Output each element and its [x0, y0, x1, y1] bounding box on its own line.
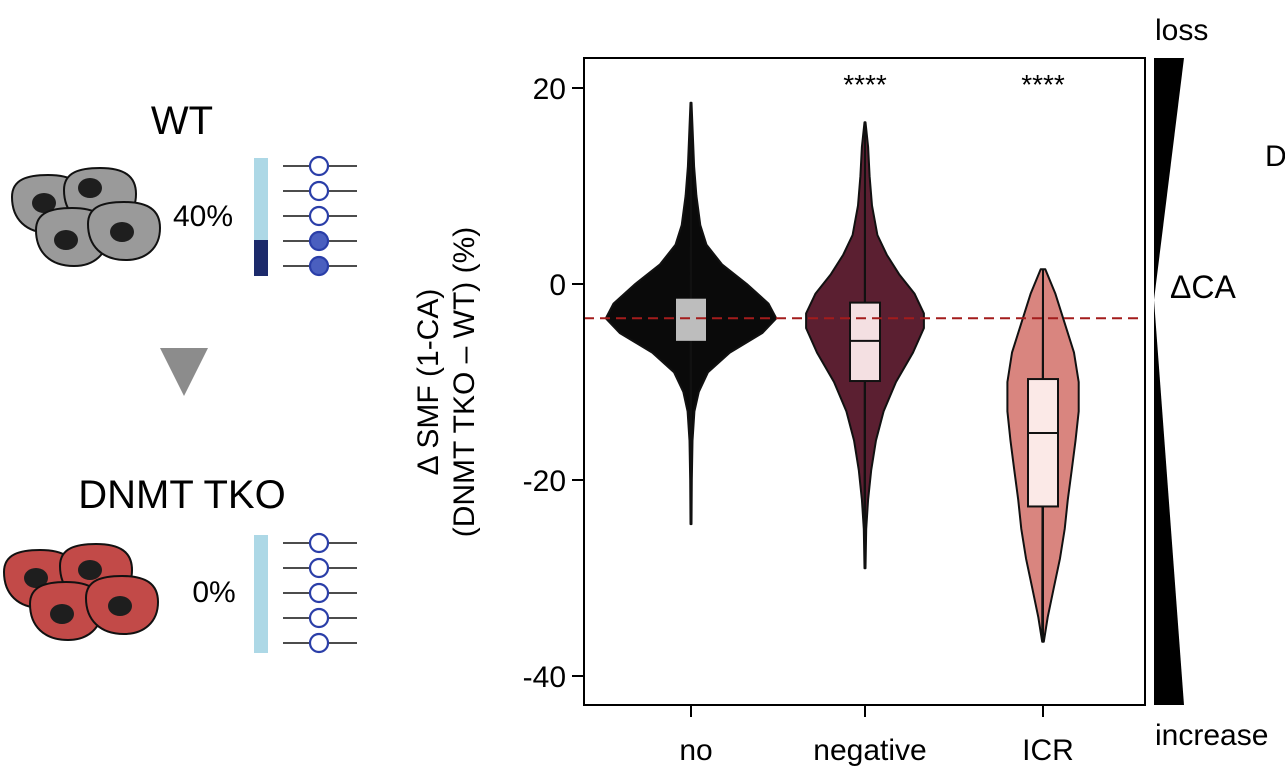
plot-frame: [583, 57, 1146, 706]
violin-negative: [805, 121, 925, 570]
tko-cpg-lollipop: [283, 557, 357, 579]
change-gradient-annotation: loss ΔCA D increase: [1154, 14, 1285, 752]
significance-stars: ****: [843, 69, 887, 100]
tko-cell: [29, 581, 103, 641]
iqr-box: [676, 298, 706, 341]
y-tick-label: -40: [523, 661, 566, 694]
y-tick-label: 0: [549, 269, 566, 302]
cut-off-letter: D: [1265, 140, 1285, 173]
significance-marks: **** ****: [843, 69, 1065, 100]
increase-label: increase: [1155, 719, 1268, 752]
wt-cpg-lollipop: [283, 180, 357, 202]
wt-cpg-lollipop: [283, 230, 357, 252]
x-axis-ticks: no negative ICR: [679, 705, 1074, 767]
loss-wedge: [1154, 58, 1184, 300]
tko-bar-unmethylated: [254, 535, 268, 653]
tko-label: DNMT TKO: [78, 473, 285, 517]
iqr-box: [1027, 378, 1059, 508]
violin-no: [604, 101, 778, 526]
wt-cpg-lollipop: [283, 255, 357, 277]
tko-percent: 0%: [192, 576, 235, 609]
delta-ca-label: ΔCA: [1170, 269, 1236, 305]
tko-cell: [85, 575, 159, 635]
violin-chart: Δ SMF (1-CA) (DNMT TKO – WT) (%) -40 -20 0…: [412, 57, 1146, 767]
y-axis-label-line2: (DNMT TKO – WT) (%): [448, 227, 481, 538]
y-axis-label-line1: Δ SMF (1-CA): [412, 289, 445, 476]
wt-cell: [63, 167, 137, 227]
wt-cell: [11, 174, 85, 234]
loss-label: loss: [1155, 14, 1208, 47]
wt-cell: [35, 207, 109, 267]
schematic: WT 40% DNMT TKO: [3, 99, 357, 654]
increase-wedge: [1154, 300, 1184, 705]
tko-cpg-lollipop: [283, 582, 357, 604]
wt-cell: [87, 201, 161, 261]
down-arrow-icon: [160, 348, 208, 396]
violin-ICR: [1006, 268, 1080, 643]
tko-cpg-lollipop: [283, 532, 357, 554]
y-tick-label: 20: [533, 73, 566, 106]
wt-lollipops: [283, 155, 357, 277]
significance-stars: ****: [1021, 69, 1065, 100]
tko-cpg-lollipop: [283, 632, 357, 654]
tko-cell: [3, 549, 77, 609]
y-tick-label: -20: [523, 465, 566, 498]
violins: [604, 101, 1080, 643]
wt-cpg-lollipop: [283, 155, 357, 177]
tko-cell: [59, 543, 133, 603]
x-tick-label: no: [679, 734, 712, 767]
wt-bar-unmethylated: [254, 158, 268, 240]
wt-cell-cluster: [11, 167, 161, 267]
wt-percent: 40%: [173, 200, 233, 233]
wt-bar-methylated: [254, 240, 268, 276]
x-tick-label: negative: [813, 734, 926, 767]
y-axis-ticks: -40 -20 0 20: [523, 73, 584, 694]
tko-cpg-lollipop: [283, 607, 357, 629]
wt-cpg-lollipop: [283, 205, 357, 227]
x-tick-label: ICR: [1022, 734, 1074, 767]
tko-cell-cluster: [3, 543, 159, 641]
tko-lollipops: [283, 532, 357, 654]
wt-label: WT: [151, 99, 213, 143]
